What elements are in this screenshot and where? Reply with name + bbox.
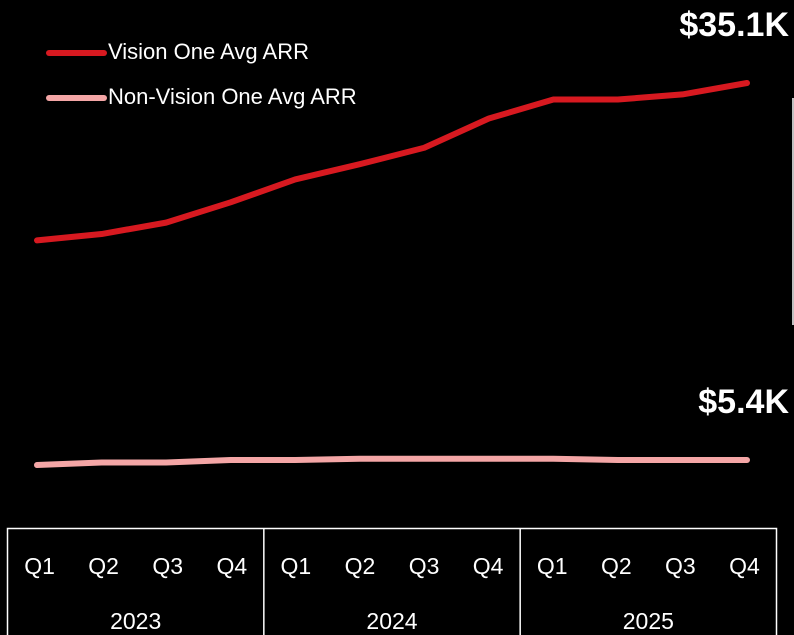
axis-table xyxy=(6,527,778,635)
series-line xyxy=(34,80,750,244)
group-label: 2024 xyxy=(366,608,417,634)
x-tick-label: Q1 xyxy=(537,553,568,579)
x-tick-label: Q4 xyxy=(216,553,247,579)
legend-label: Non-Vision One Avg ARR xyxy=(108,84,357,109)
series-line xyxy=(34,455,750,469)
x-tick-label: Q4 xyxy=(729,553,760,579)
value-label: $5.4K xyxy=(698,383,789,421)
x-tick-label: Q4 xyxy=(473,553,504,579)
x-tick-label: Q2 xyxy=(601,553,632,579)
x-tick-label: Q1 xyxy=(24,553,55,579)
x-tick-label: Q1 xyxy=(281,553,312,579)
legend-label: Vision One Avg ARR xyxy=(108,39,309,64)
x-tick-label: Q3 xyxy=(665,553,696,579)
x-tick-label: Q3 xyxy=(409,553,440,579)
x-tick-label: Q3 xyxy=(152,553,183,579)
x-tick-label: Q2 xyxy=(88,553,119,579)
x-tick-label: Q2 xyxy=(345,553,376,579)
group-label: 2023 xyxy=(110,608,161,634)
group-label: 2025 xyxy=(623,608,674,634)
value-label: $35.1K xyxy=(679,6,789,44)
